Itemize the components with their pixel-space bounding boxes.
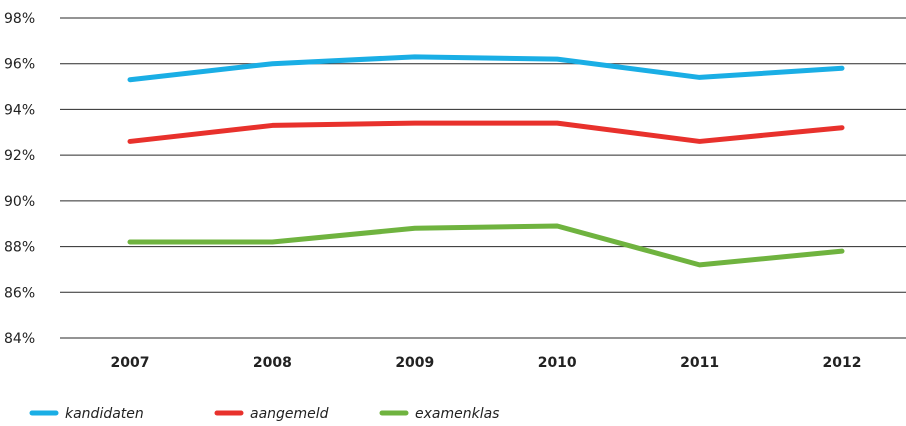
gridlines — [60, 17, 906, 339]
y-tick-label-88: 88% — [4, 240, 35, 256]
x-axis-ticks: 2007 2008 2009 2010 2011 2012 — [111, 355, 862, 371]
x-tick-label-2009: 2009 — [395, 355, 434, 371]
y-tick-label-92: 92% — [4, 148, 35, 164]
x-tick-label-2008: 2008 — [253, 355, 292, 371]
legend-label-aangemeld: aangemeld — [250, 406, 329, 422]
y-tick-label-96: 96% — [4, 57, 35, 73]
series-line-examenklas — [127, 223, 845, 268]
x-tick-label-2007: 2007 — [111, 355, 150, 371]
y-axis-ticks: 98% 96% 94% 92% 90% 88% 86% 84% — [4, 11, 35, 347]
legend: kandidaten aangemeld examenklas — [29, 406, 499, 422]
series-lines — [127, 54, 845, 268]
series-line-kandidaten — [127, 54, 845, 83]
legend-label-examenklas: examenklas — [415, 406, 499, 422]
legend-label-kandidaten: kandidaten — [65, 406, 144, 422]
y-tick-label-86: 86% — [4, 285, 35, 301]
y-tick-label-98: 98% — [4, 11, 35, 27]
y-tick-label-90: 90% — [4, 194, 35, 210]
x-tick-label-2011: 2011 — [680, 355, 719, 371]
y-tick-label-84: 84% — [4, 331, 35, 347]
y-tick-label-94: 94% — [4, 102, 35, 118]
x-tick-label-2012: 2012 — [823, 355, 862, 371]
series-line-aangemeld — [127, 120, 845, 144]
x-tick-label-2010: 2010 — [538, 355, 577, 371]
